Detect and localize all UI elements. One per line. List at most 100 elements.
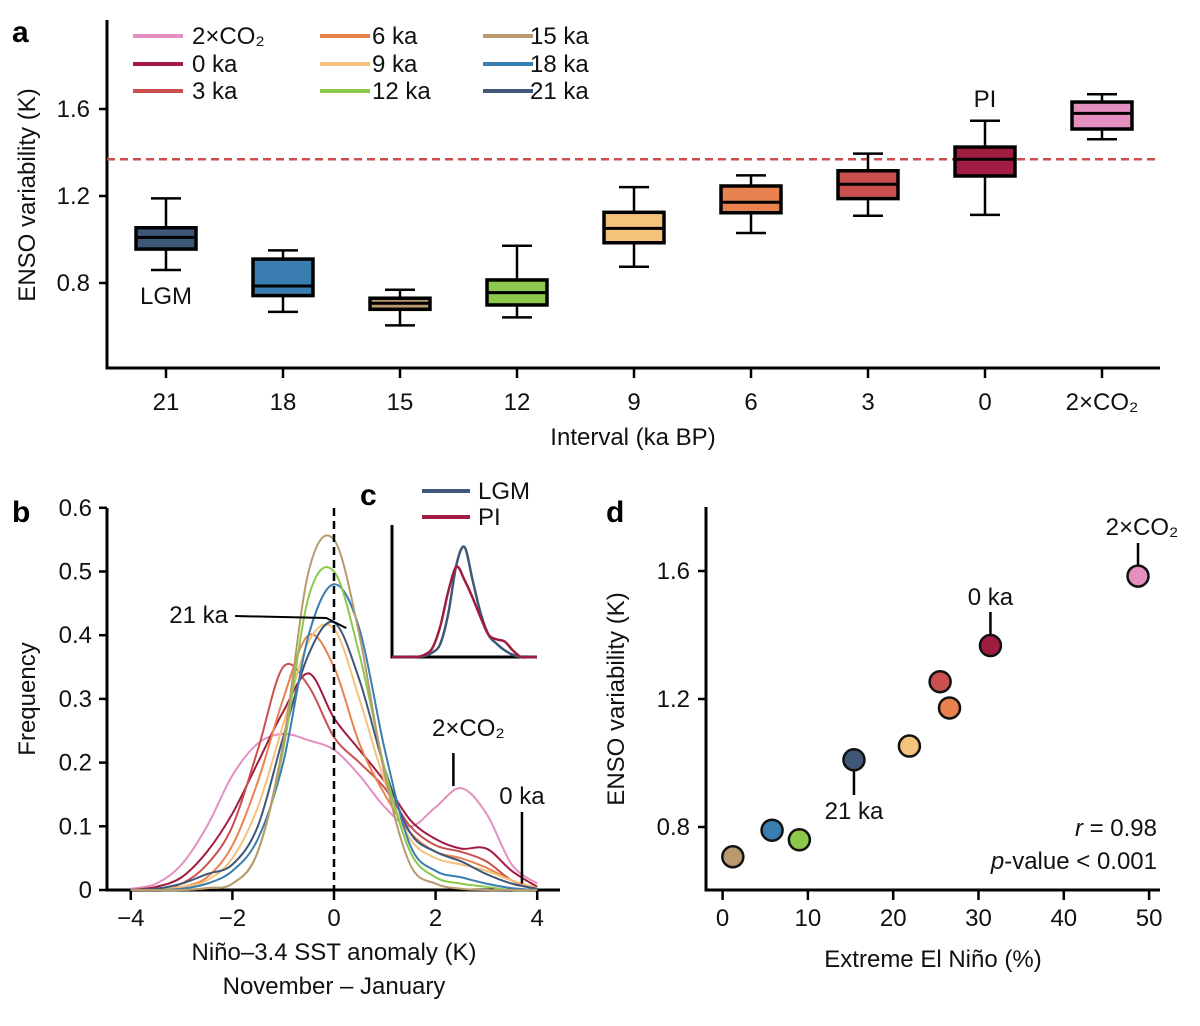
legend-label: 0 ka: [192, 51, 238, 78]
pi-annotation: PI: [974, 86, 997, 113]
x-tick-label: 3: [861, 389, 874, 416]
box-18-ka: [251, 249, 315, 314]
scatter-point-15-ka: [721, 845, 745, 869]
y-tick-label: 1.6: [57, 96, 90, 123]
x-tick-label: 2×CO₂: [1066, 389, 1139, 416]
panel-b-xlabel: Niño–3.4 SST anomaly (K): [191, 939, 476, 966]
panel-a-ylabel: ENSO variability (K): [14, 88, 41, 301]
y-tick-label: 0.8: [657, 814, 690, 841]
panel-label-a: a: [12, 16, 29, 49]
legend-label: 18 ka: [530, 51, 589, 78]
annotation-2xco2: 2×CO₂: [432, 715, 505, 742]
box-21-ka: [134, 197, 198, 272]
p-value-text: p-value < 0.001: [990, 848, 1157, 875]
y-tick-label: 0.4: [59, 622, 92, 649]
x-tick-label: 40: [1050, 905, 1077, 932]
correlation-text: r = 0.98: [1075, 815, 1157, 842]
p-value: -value < 0.001: [1004, 848, 1157, 875]
box-6-ka: [719, 174, 783, 235]
density-curve-6-ka: [130, 633, 538, 891]
x-tick-label: 6: [744, 389, 757, 416]
r-value: = 0.98: [1083, 815, 1157, 842]
annotation-21ka: 21 ka: [825, 798, 884, 825]
annotation-leader-21ka: [234, 615, 347, 629]
panel-d: ENSO variability (K) Extreme El Niño (%)…: [603, 507, 1178, 973]
box-iqr: [251, 257, 315, 298]
y-tick-label: 0: [79, 877, 92, 904]
panel-a: ENSO variability (K) Interval (ka BP) LG…: [14, 20, 1160, 451]
panel-d-xlabel: Extreme El Niño (%): [824, 946, 1041, 973]
r-symbol: r: [1075, 815, 1084, 842]
legend-label: 12 ka: [372, 78, 431, 105]
x-tick-label: 30: [965, 905, 992, 932]
x-tick-label: −2: [219, 905, 246, 932]
panel-a-axes: [105, 20, 1160, 370]
legend-label: 9 ka: [372, 51, 418, 78]
scatter-point-9-ka: [897, 734, 922, 758]
legend-label: 21 ka: [530, 78, 589, 105]
p-symbol: p: [990, 848, 1004, 875]
box-9-ka: [602, 185, 666, 268]
y-tick-label: 1.2: [657, 686, 690, 713]
scatter-point-2-CO-: [1126, 564, 1150, 588]
y-tick-label: 1.6: [657, 558, 690, 585]
box-iqr: [719, 184, 783, 215]
annotation-0ka: 0 ka: [968, 584, 1014, 611]
x-tick-label: 9: [627, 389, 640, 416]
legend-label: PI: [478, 504, 501, 531]
x-tick-label: 10: [795, 905, 822, 932]
panel-c-axes: [390, 525, 537, 659]
y-tick-label: 0.2: [59, 750, 92, 777]
panel-b-xlabel-season: November – January: [223, 973, 446, 1000]
panel-b-ylabel: Frequency: [14, 642, 41, 755]
scatter-point-12-ka: [787, 828, 812, 852]
x-tick-label: 21: [153, 389, 180, 416]
panel-a-xlabel: Interval (ka BP): [550, 424, 715, 451]
y-tick-label: 0.6: [59, 495, 92, 522]
x-tick-label: −4: [117, 905, 144, 932]
box-0-ka: [953, 119, 1017, 217]
y-tick-label: 0.8: [57, 270, 90, 297]
box-iqr: [1070, 100, 1134, 131]
x-tick-label: 0: [327, 905, 340, 932]
x-tick-label: 20: [880, 905, 907, 932]
x-tick-label: 0: [978, 389, 991, 416]
legend-label: 6 ka: [372, 23, 418, 50]
x-tick-label: 15: [387, 389, 414, 416]
legend-label: 2×CO₂: [192, 23, 265, 50]
panel-d-axes: [704, 507, 1160, 892]
inset-curve-LGM: [392, 545, 537, 659]
annotation-21ka: 21 ka: [169, 602, 228, 629]
box-2-CO-: [1070, 92, 1134, 141]
panel-d-ylabel: ENSO variability (K): [603, 592, 630, 805]
annotation-0ka: 0 ka: [499, 783, 545, 810]
x-tick-label: 18: [270, 389, 297, 416]
scatter-point-21-ka: [842, 748, 866, 772]
y-tick-label: 0.3: [59, 686, 92, 713]
box-15-ka: [368, 288, 432, 327]
scatter-point-0-ka: [978, 633, 1003, 658]
inset-curve-PI: [392, 565, 537, 659]
lgm-annotation: LGM: [140, 283, 192, 310]
legend-label: 3 ka: [192, 78, 238, 105]
x-tick-label: 2: [429, 905, 442, 932]
box-12-ka: [485, 244, 549, 319]
panel-label-b: b: [12, 496, 30, 529]
density-curve-3-ka: [130, 662, 538, 891]
box-3-ka: [836, 152, 900, 218]
x-tick-label: 0: [716, 905, 729, 932]
legend-label: 15 ka: [530, 23, 589, 50]
y-tick-label: 0.1: [59, 813, 92, 840]
panel-label-c: c: [360, 479, 377, 512]
y-tick-label: 1.2: [57, 183, 90, 210]
y-tick-label: 0.5: [59, 559, 92, 586]
panel-label-d: d: [606, 496, 624, 529]
legend-label: LGM: [478, 478, 530, 505]
panel-b: Frequency Niño–3.4 SST anomaly (K) Novem…: [14, 495, 560, 1000]
density-curve-18-ka: [130, 583, 538, 892]
box-iqr: [953, 145, 1017, 178]
scatter-point-18-ka: [760, 818, 784, 842]
scatter-point-6-ka: [937, 696, 962, 720]
